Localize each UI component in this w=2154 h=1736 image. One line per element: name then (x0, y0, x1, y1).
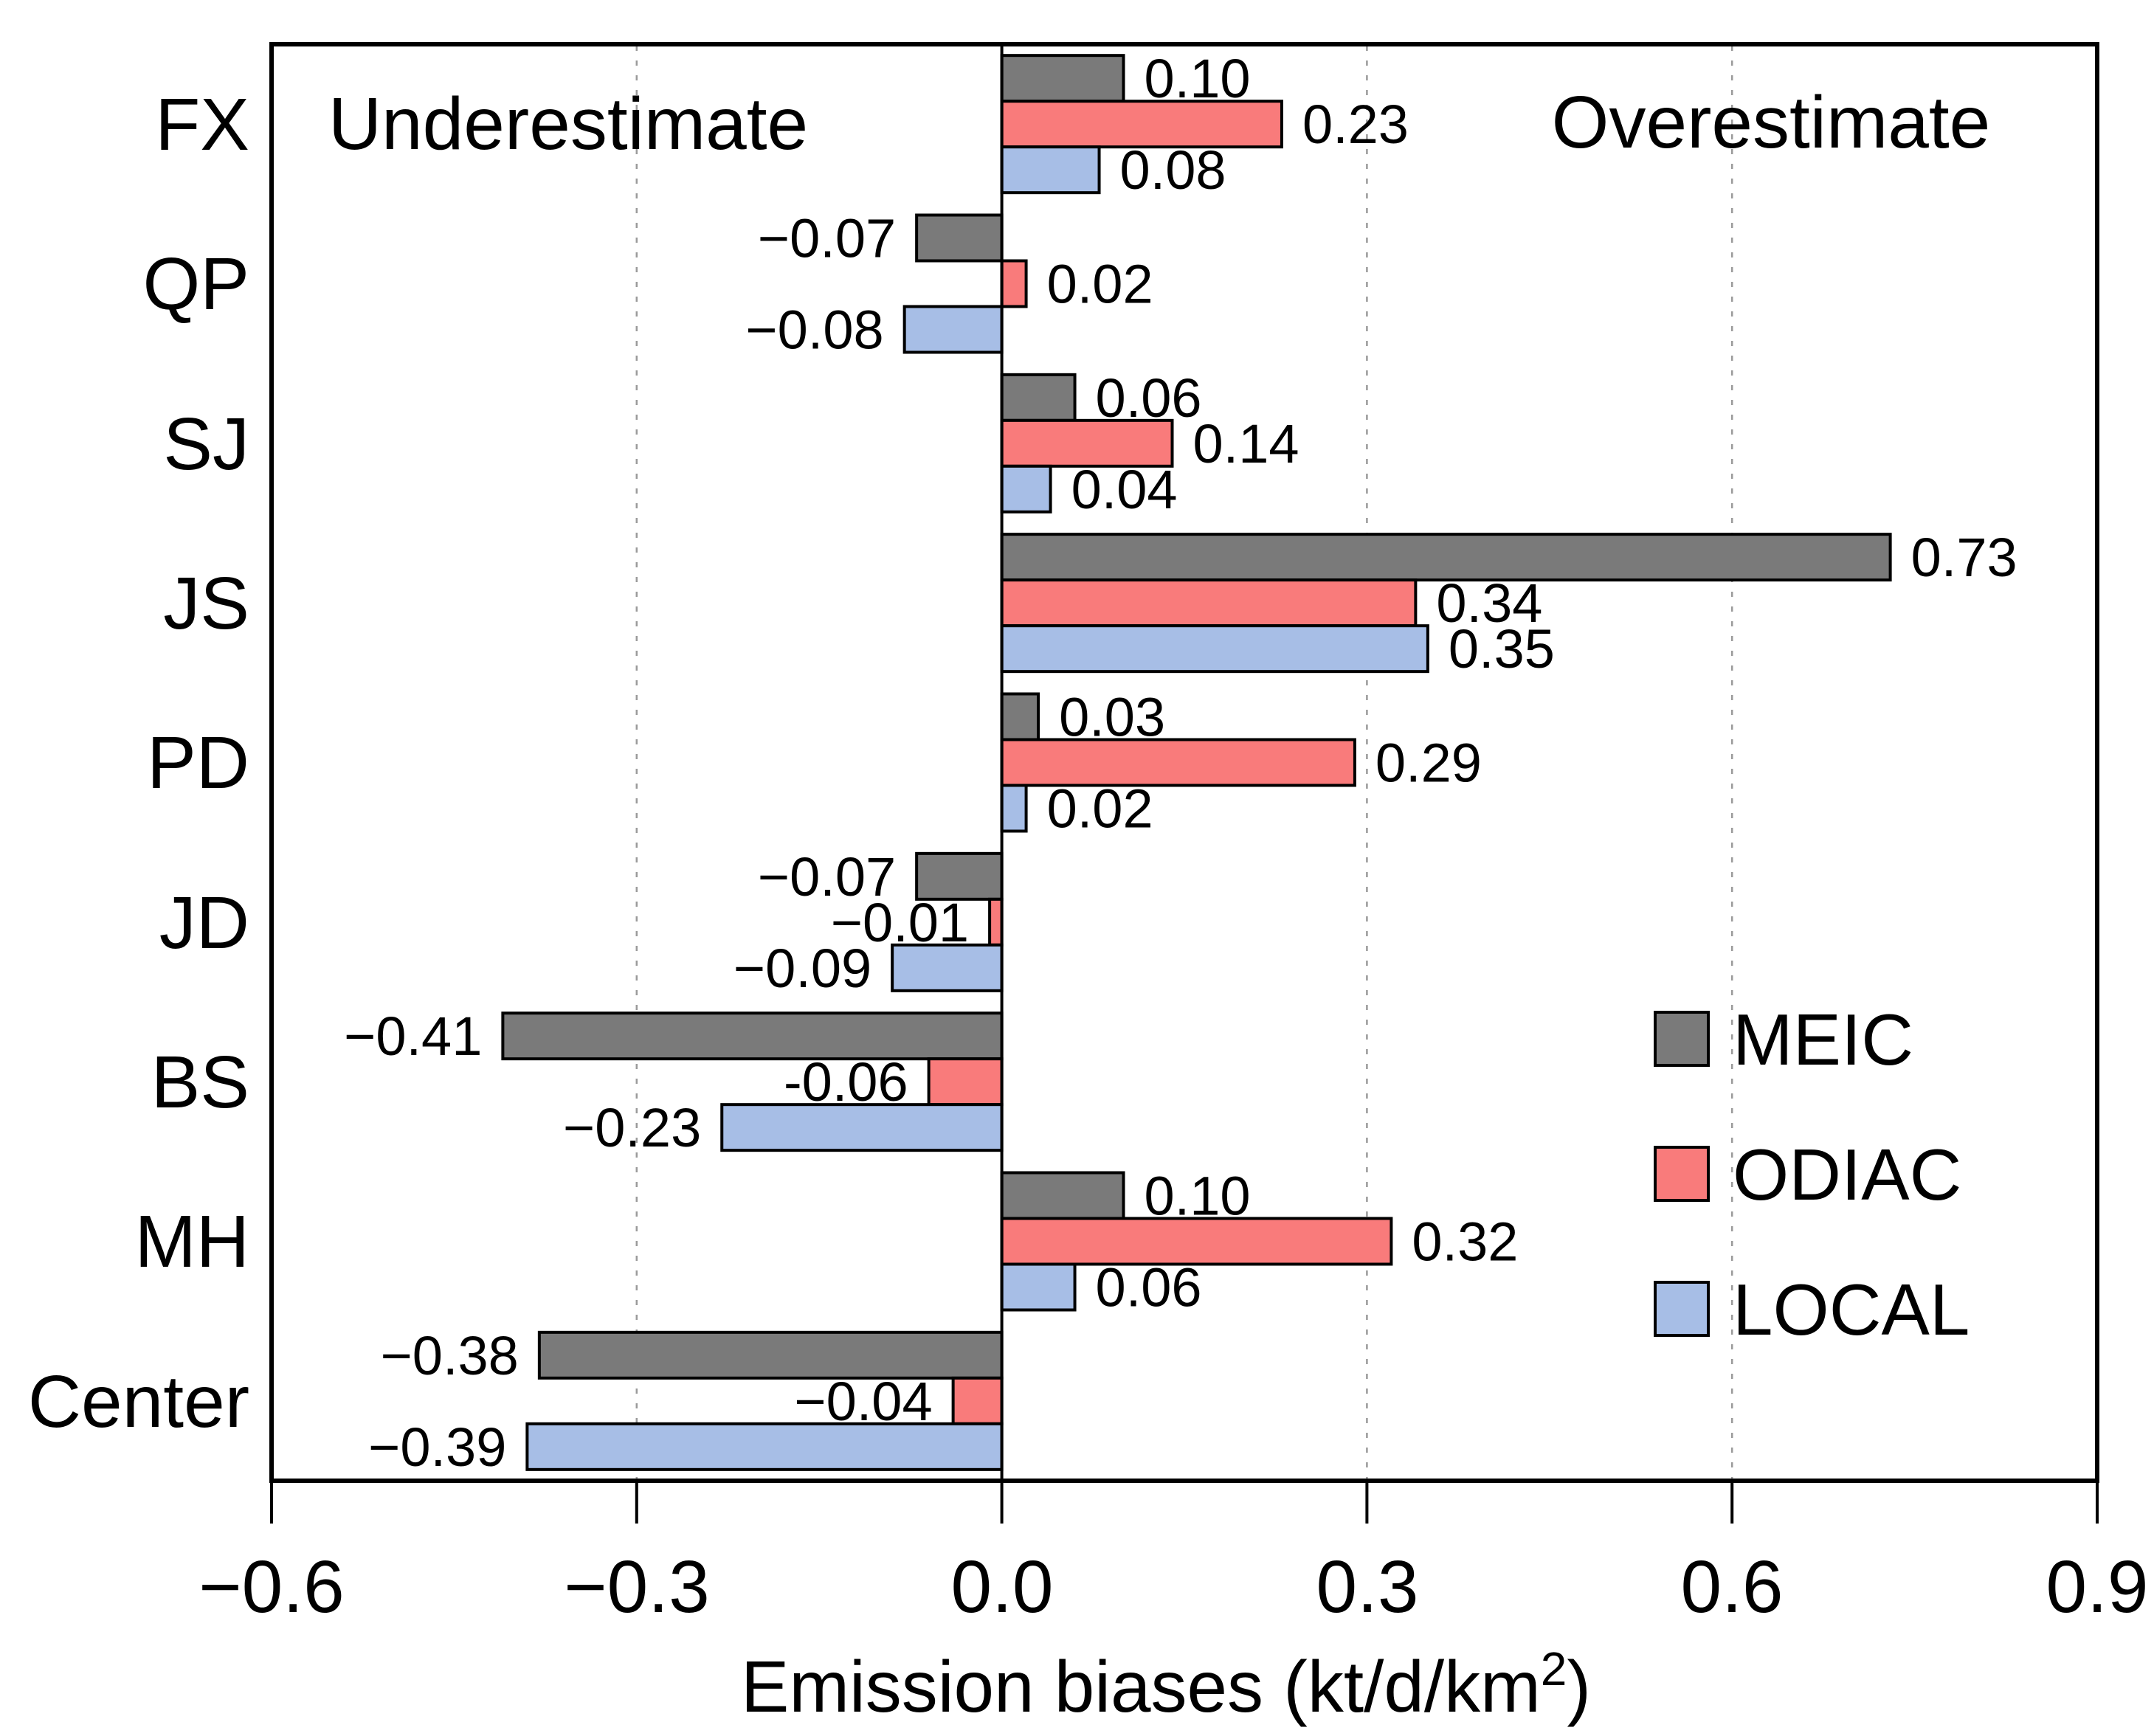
value-label-FX-ODIAC: 0.23 (1302, 94, 1409, 155)
bar-Center-ODIAC (951, 1376, 1004, 1425)
bar-PD-LOCAL (1000, 784, 1028, 833)
bar-JD-ODIAC (988, 897, 1004, 947)
x-axis-tick-labels: −0.6 −0.3 0.0 0.3 0.6 0.9 (199, 1546, 2148, 1628)
plot-frame (269, 42, 2099, 1483)
legend-swatch-local (1654, 1281, 1710, 1337)
category-label-fx: FX (155, 83, 249, 166)
bar-BS-ODIAC (927, 1057, 1004, 1107)
bar-BS-MEIC (501, 1011, 1004, 1061)
value-label-SJ-ODIAC: 0.14 (1193, 413, 1299, 474)
value-label-JD-LOCAL: −0.09 (733, 938, 871, 999)
bar-JS-LOCAL (1000, 624, 1429, 674)
legend-swatch-odiac (1654, 1146, 1710, 1202)
value-label-FX-MEIC: 0.10 (1145, 48, 1251, 109)
bar-JD-MEIC (915, 851, 1004, 901)
value-label-Center-ODIAC: −0.04 (794, 1371, 932, 1432)
xtick-label-neg06: −0.6 (199, 1546, 344, 1628)
legend-swatch-meic (1654, 1011, 1710, 1067)
value-label-JD-ODIAC: −0.01 (831, 892, 969, 953)
value-label-SJ-MEIC: 0.06 (1096, 367, 1202, 429)
xtick-label-03: 0.3 (1316, 1546, 1418, 1628)
legend-label-odiac: ODIAC (1733, 1134, 1961, 1215)
value-label-JS-MEIC: 0.73 (1911, 527, 2017, 588)
xtick-label-neg03: −0.3 (564, 1546, 709, 1628)
category-label-jd: JD (159, 882, 249, 964)
x-axis-title: Emission biases (kt/d/km2) (741, 1642, 1591, 1727)
bar-FX-ODIAC (1000, 100, 1283, 149)
legend-label-local: LOCAL (1733, 1269, 1970, 1350)
value-label-Center-LOCAL: −0.39 (368, 1417, 506, 1478)
bar-PD-MEIC (1000, 692, 1040, 741)
bar-QP-LOCAL (902, 305, 1004, 354)
overestimate-label: Overestimate (1552, 81, 1991, 164)
xtick-label-00: 0.0 (950, 1546, 1053, 1628)
axes-layer (269, 42, 2099, 1524)
bar-MH-MEIC (1000, 1171, 1125, 1220)
legend-label-meic: MEIC (1733, 999, 1913, 1080)
bar-FX-MEIC (1000, 54, 1125, 103)
value-label-QP-ODIAC: 0.02 (1047, 254, 1153, 315)
bar-SJ-MEIC (1000, 373, 1077, 422)
bar-MH-LOCAL (1000, 1262, 1077, 1312)
bar-BS-LOCAL (720, 1103, 1004, 1152)
xtick-label-06: 0.6 (1680, 1546, 1783, 1628)
value-label-SJ-LOCAL: 0.04 (1071, 459, 1178, 520)
bar-Center-LOCAL (525, 1422, 1004, 1471)
value-label-PD-ODIAC: 0.29 (1375, 733, 1482, 794)
value-label-BS-LOCAL: −0.23 (563, 1097, 701, 1158)
value-label-Center-MEIC: −0.38 (381, 1325, 519, 1386)
value-label-FX-LOCAL: 0.08 (1120, 139, 1226, 201)
bar-MH-ODIAC (1000, 1217, 1393, 1266)
value-label-PD-MEIC: 0.03 (1059, 687, 1165, 748)
category-label-bs: BS (151, 1041, 249, 1124)
bar-JD-LOCAL (891, 943, 1004, 992)
value-label-MH-LOCAL: 0.06 (1096, 1257, 1202, 1318)
bar-JS-ODIAC (1000, 578, 1418, 628)
value-label-JS-ODIAC: 0.34 (1436, 573, 1542, 634)
category-label-center: Center (28, 1360, 249, 1443)
category-label-pd: PD (147, 722, 249, 804)
bar-QP-ODIAC (1000, 259, 1028, 308)
bar-PD-ODIAC (1000, 738, 1356, 787)
value-label-MH-ODIAC: 0.32 (1412, 1211, 1518, 1273)
category-label-qp: QP (143, 243, 249, 325)
value-label-JD-MEIC: −0.07 (758, 846, 896, 907)
value-label-BS-ODIAC: -0.06 (784, 1051, 908, 1113)
value-label-BS-MEIC: −0.41 (344, 1006, 482, 1067)
category-label-js: JS (163, 562, 249, 645)
bar-Center-MEIC (537, 1330, 1004, 1380)
value-label-PD-LOCAL: 0.02 (1047, 778, 1153, 840)
gridlines-layer (635, 46, 1733, 1479)
bars-layer: 0.10 −0.07 0.06 0.73 0.03 −0.07 −0.41 0.10 −0.38… (344, 48, 2017, 1478)
value-label-QP-LOCAL: −0.08 (745, 300, 883, 361)
bar-SJ-LOCAL (1000, 464, 1052, 513)
value-label-QP-MEIC: −0.07 (758, 208, 896, 269)
underestimate-label: Underestimate (328, 83, 808, 165)
bar-FX-LOCAL (1000, 145, 1101, 195)
y-axis-labels: FX QP SJ JS PD JD BS MH Center (28, 83, 249, 1443)
xtick-label-09: 0.9 (2046, 1546, 2148, 1628)
bar-QP-MEIC (915, 213, 1004, 263)
legend: MEIC ODIAC LOCAL (1654, 999, 1970, 1350)
category-label-mh: MH (134, 1200, 249, 1283)
value-label-JS-LOCAL: 0.35 (1449, 618, 1555, 679)
category-label-sj: SJ (163, 403, 249, 485)
value-label-MH-MEIC: 0.10 (1145, 1166, 1251, 1227)
